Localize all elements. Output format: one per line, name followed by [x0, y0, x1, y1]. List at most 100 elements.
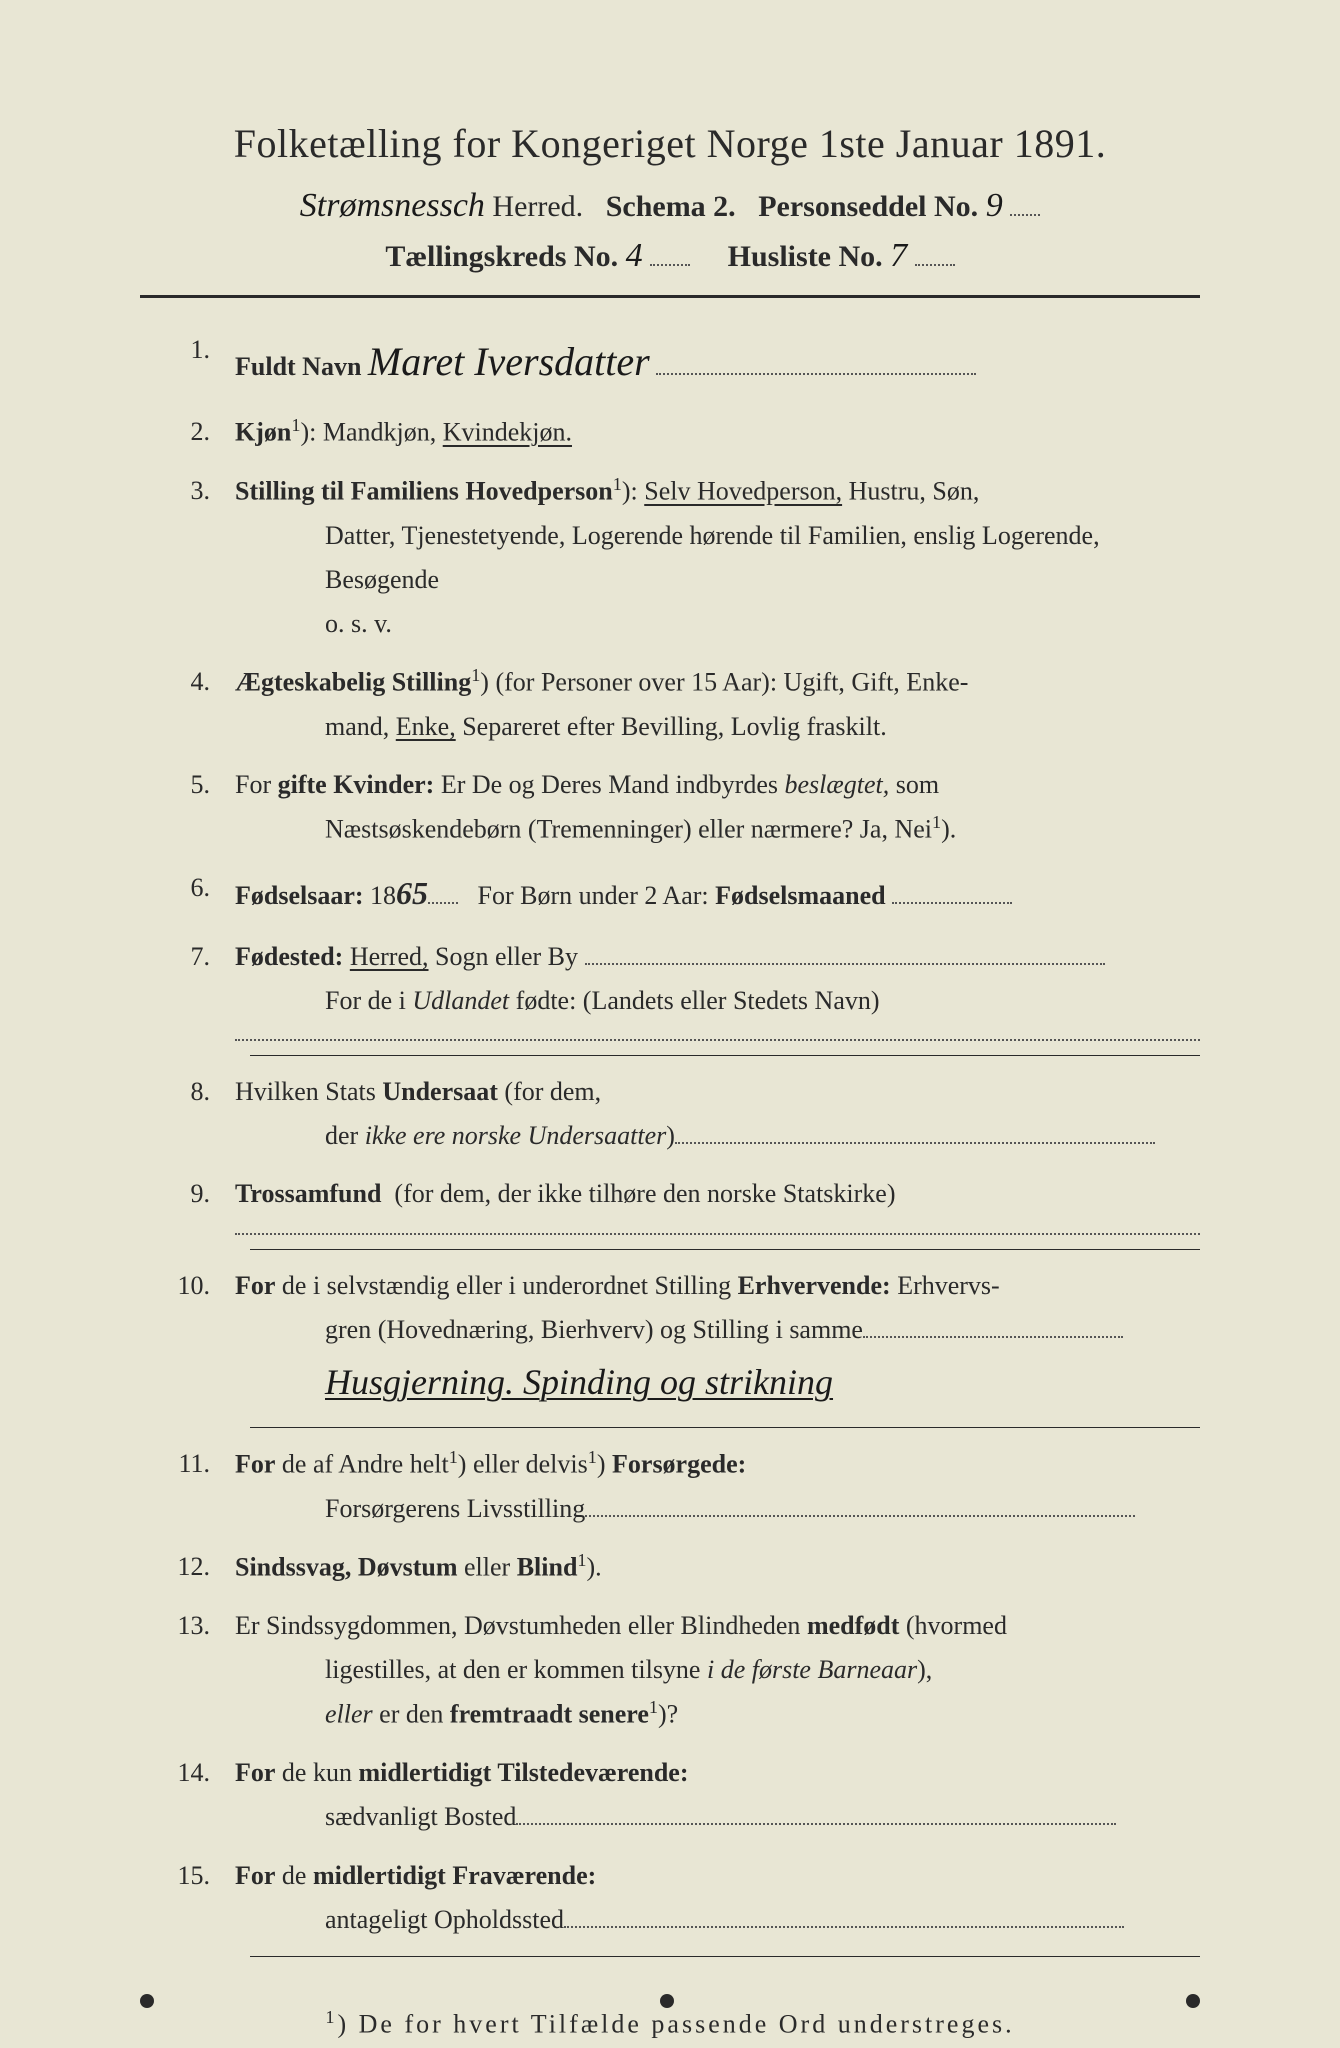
field-label: Sindssvag, Døvstum — [235, 1553, 458, 1582]
label1: medfødt — [807, 1611, 899, 1640]
text1: de — [282, 1861, 307, 1890]
binding-hole-icon — [1186, 1994, 1200, 2008]
item-13: 13. Er Sindssygdommen, Døvstumheden elle… — [140, 1604, 1200, 1737]
field-label: Fødested: — [235, 942, 343, 971]
dotted-fill — [428, 902, 458, 904]
options-line2: mand, Enke, Separeret efter Bevilling, L… — [235, 705, 1200, 749]
text2: antageligt Opholdssted — [325, 1905, 564, 1934]
header-line-3: Tællingskreds No. 4 Husliste No. 7 — [140, 237, 1200, 275]
text2: (for dem, — [504, 1077, 601, 1106]
field-label: Fødselsaar: — [235, 881, 364, 910]
divider-thin — [250, 1427, 1200, 1428]
item-num: 5. — [140, 763, 235, 852]
item-11: 11. For de af Andre helt1) eller delvis1… — [140, 1442, 1200, 1531]
text1: de i selvstændig eller i underordnet Sti… — [282, 1271, 731, 1300]
item-num: 15. — [140, 1854, 235, 1942]
item-content: Fuldt Navn Maret Iversdatter — [235, 328, 1200, 396]
dotted-fill — [892, 902, 1012, 904]
binding-hole-icon — [140, 1994, 154, 2008]
binding-hole-icon — [660, 1994, 674, 2008]
options-2a: mand, — [325, 712, 389, 741]
label2: Erhvervende: — [738, 1271, 891, 1300]
personseddel-no: 9 — [986, 187, 1003, 224]
item-15: 15. For de midlertidigt Fraværende: anta… — [140, 1854, 1200, 1942]
text2: som — [896, 770, 939, 799]
options-rest3: o. s. v. — [235, 602, 1200, 646]
text2: For de i — [325, 986, 406, 1015]
line2: der ikke ere norske Undersaatter) — [235, 1114, 1200, 1158]
text2: eller delvis — [473, 1450, 588, 1479]
item-num: 12. — [140, 1545, 235, 1590]
dotted-fill — [675, 1142, 1155, 1144]
label2: Fødselsmaaned — [715, 881, 885, 910]
line3: eller er den fremtraadt senere1)? — [235, 1692, 1200, 1737]
text1: Er Sindssygdommen, Døvstumheden eller Bl… — [235, 1611, 800, 1640]
item-content: For de i selvstændig eller i underordnet… — [235, 1264, 1200, 1414]
text1: eller — [464, 1553, 510, 1582]
text3: Forsørgerens Livsstilling — [325, 1494, 585, 1523]
header-block: Folketælling for Kongeriget Norge 1ste J… — [140, 120, 1200, 275]
line2: sædvanligt Bosted — [235, 1795, 1200, 1839]
text1: Er De og Deres Mand indbyrdes — [441, 770, 778, 799]
item-3: 3. Stilling til Familiens Hovedperson1):… — [140, 469, 1200, 646]
footnote-ref: 1 — [932, 812, 941, 832]
option-kvindekjon: Kvindekjøn. — [443, 418, 572, 447]
herred-label: Herred. — [492, 190, 583, 223]
text2: Erhvervs- — [897, 1271, 1000, 1300]
item-num: 4. — [140, 660, 235, 749]
text3: gren (Hovednæring, Bierhverv) og Stillin… — [325, 1315, 863, 1344]
text2: (hvormed — [906, 1611, 1007, 1640]
item-num: 7. — [140, 935, 235, 1041]
line2: Forsørgerens Livsstilling — [235, 1487, 1200, 1531]
beslaegtet: beslægtet, — [785, 770, 890, 799]
item-1: 1. Fuldt Navn Maret Iversdatter — [140, 328, 1200, 396]
dotted-fill — [650, 264, 690, 266]
footnote-ref: 1 — [449, 1447, 458, 1467]
text3: der — [325, 1121, 358, 1150]
footnote-marker: 1 — [325, 2007, 337, 2027]
item-14: 14. For de kun midlertidigt Tilstedevære… — [140, 1751, 1200, 1839]
field-label: Ægteskabelig Stilling — [235, 668, 471, 697]
options-1: Ugift, Gift, Enke- — [784, 668, 969, 697]
item-content: Sindssvag, Døvstum eller Blind1). — [235, 1545, 1200, 1590]
udlandet: Udlandet — [412, 986, 509, 1015]
line2: antageligt Opholdssted — [235, 1898, 1200, 1942]
item-content: Fødested: Herred, Sogn eller By For de i… — [235, 935, 1200, 1041]
item-content: Trossamfund (for dem, der ikke tilhøre d… — [235, 1172, 1200, 1234]
item-num: 11. — [140, 1442, 235, 1531]
options-2b: Separeret efter Bevilling, Lovlig fraski… — [462, 712, 887, 741]
for-label: For — [235, 1861, 275, 1890]
for-label: For — [235, 1450, 275, 1479]
item-content: Er Sindssygdommen, Døvstumheden eller Bl… — [235, 1604, 1200, 1737]
item-content: Ægteskabelig Stilling1) (for Personer ov… — [235, 660, 1200, 749]
item-7: 7. Fødested: Herred, Sogn eller By For d… — [140, 935, 1200, 1041]
divider-thin — [250, 1055, 1200, 1056]
item-4: 4. Ægteskabelig Stilling1) (for Personer… — [140, 660, 1200, 749]
item-num: 6. — [140, 866, 235, 920]
item-content: Fødselsaar: 1865 For Børn under 2 Aar: F… — [235, 866, 1200, 920]
text1: Sogn eller By — [435, 942, 578, 971]
text1: Hvilken Stats — [235, 1077, 376, 1106]
option-selv: Selv Hovedperson, — [644, 477, 842, 506]
text1: de kun — [282, 1758, 352, 1787]
item-num: 2. — [140, 410, 235, 455]
label2: Blind — [517, 1553, 578, 1582]
footnote-text: De for hvert Tilfælde passende Ord under… — [359, 2010, 1015, 2039]
text2: For Børn under 2 Aar: — [478, 881, 709, 910]
year-handwritten: 65 — [396, 875, 428, 911]
text3: ligestilles, at den er kommen tilsyne — [325, 1655, 700, 1684]
item-9: 9. Trossamfund (for dem, der ikke tilhør… — [140, 1172, 1200, 1234]
line2: For de i Udlandet fødte: (Landets eller … — [235, 979, 1200, 1023]
schema-label: Schema 2. — [606, 190, 736, 223]
dotted-fill — [235, 1039, 1200, 1041]
text4: ), — [917, 1655, 932, 1684]
item-num: 13. — [140, 1604, 235, 1737]
dotted-fill — [915, 264, 955, 266]
option-mandkjon: Mandkjøn, — [323, 418, 436, 447]
dotted-fill — [235, 1233, 1200, 1235]
dotted-fill — [863, 1336, 1123, 1338]
text5: er den — [379, 1700, 443, 1729]
divider-thin — [250, 1956, 1200, 1957]
item-content: For de kun midlertidigt Tilstedeværende:… — [235, 1751, 1200, 1839]
divider-thin — [250, 1249, 1200, 1250]
